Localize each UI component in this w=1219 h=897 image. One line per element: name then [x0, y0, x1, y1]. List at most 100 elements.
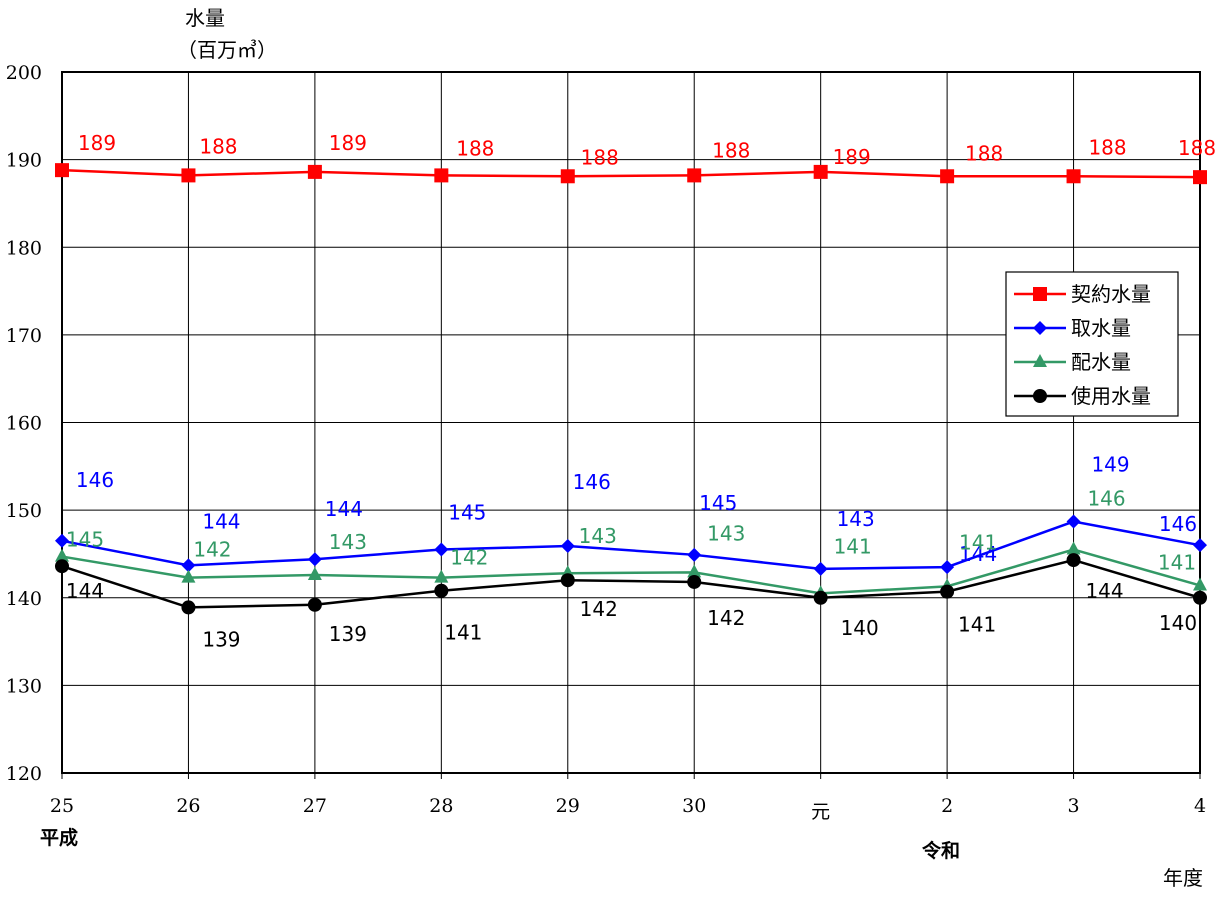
series-marker — [307, 597, 322, 612]
series-marker — [813, 164, 828, 179]
series-marker — [55, 163, 69, 178]
data-label: 146 — [1159, 512, 1197, 536]
data-label: 143 — [707, 521, 745, 545]
y-axis-unit: （百万㎥） — [177, 38, 277, 62]
data-label: 143 — [837, 507, 875, 531]
series-marker — [434, 583, 449, 598]
data-label: 145 — [699, 491, 737, 515]
y-tick-label: 190 — [6, 150, 42, 172]
series-marker — [560, 169, 575, 184]
series-2 — [55, 514, 1207, 576]
data-label: 188 — [456, 136, 494, 160]
x-axis-ticks: 25 26 27 28 29 30 元 2 3 4 — [50, 773, 1206, 823]
series-line — [61, 520, 1201, 571]
series-marker — [434, 168, 449, 183]
data-label: 140 — [841, 616, 879, 640]
x-tick-label: 25 — [50, 795, 74, 817]
series-marker — [181, 600, 196, 615]
y-axis-label: 水量 — [185, 6, 225, 30]
series-marker — [1066, 514, 1081, 529]
series-marker — [940, 560, 955, 575]
data-label: 144 — [1085, 579, 1123, 603]
data-label: 143 — [579, 524, 617, 548]
series-line — [61, 168, 1201, 179]
data-label: 189 — [78, 131, 116, 155]
series-marker — [1066, 541, 1081, 555]
data-label: 188 — [1178, 136, 1216, 160]
era-label-reiwa: 令和 — [922, 839, 960, 862]
data-label: 145 — [66, 528, 104, 552]
data-label: 142 — [193, 538, 231, 562]
x-tick-label: 4 — [1194, 795, 1206, 817]
grid-lines — [62, 72, 1200, 773]
y-tick-label: 200 — [6, 62, 42, 84]
legend-label: 配水量 — [1071, 350, 1131, 374]
data-label: 143 — [329, 530, 367, 554]
legend-item: 使用水量 — [1014, 384, 1151, 408]
series-group — [55, 163, 1207, 615]
data-label: 144 — [66, 579, 104, 603]
series-marker — [181, 569, 196, 583]
series-4 — [55, 553, 1207, 615]
data-label: 144 — [959, 542, 997, 566]
data-label: 141 — [834, 534, 872, 558]
data-label: 139 — [329, 622, 367, 646]
series-marker — [181, 168, 196, 183]
series-line — [61, 558, 1201, 609]
series-marker — [307, 164, 322, 179]
y-tick-label: 120 — [6, 763, 42, 785]
x-tick-label: 27 — [303, 795, 327, 817]
series-marker — [687, 168, 702, 183]
y-tick-label: 150 — [6, 500, 42, 522]
data-label: 189 — [833, 145, 871, 169]
data-label: 141 — [958, 613, 996, 637]
x-tick-label: 28 — [429, 795, 453, 817]
series-marker — [1193, 170, 1207, 185]
y-tick-label: 130 — [6, 675, 42, 697]
data-label: 141 — [444, 621, 482, 645]
legend-item: 契約水量 — [1014, 282, 1151, 306]
x-tick-label: 29 — [556, 795, 580, 817]
series-marker — [434, 569, 449, 583]
series-marker — [55, 533, 69, 548]
data-label: 146 — [76, 468, 114, 492]
data-label: 141 — [1158, 550, 1196, 574]
x-tick-label: 26 — [176, 795, 200, 817]
series-marker — [687, 547, 702, 562]
data-label: 188 — [581, 145, 619, 169]
x-tick-label: 30 — [682, 795, 706, 817]
data-label: 144 — [202, 509, 240, 533]
series-marker — [687, 574, 702, 589]
data-label: 146 — [573, 470, 611, 494]
y-tick-label: 180 — [6, 237, 42, 259]
series-marker — [1033, 287, 1047, 301]
data-label: 142 — [580, 597, 618, 621]
x-tick-label: 元 — [811, 801, 830, 823]
x-axis-label: 年度 — [1163, 866, 1203, 890]
series-line — [61, 548, 1201, 595]
legend-label: 取水量 — [1071, 316, 1131, 340]
data-label: 142 — [707, 606, 745, 630]
series-marker — [1193, 577, 1207, 591]
series-1 — [55, 163, 1207, 185]
legend-item: 配水量 — [1014, 350, 1131, 374]
series-marker — [813, 590, 828, 605]
series-marker — [55, 559, 69, 574]
plot-area — [61, 71, 1201, 774]
series-marker — [1066, 169, 1081, 184]
series-marker — [813, 561, 828, 576]
y-tick-label: 170 — [6, 325, 42, 347]
series-marker — [560, 573, 575, 588]
series-marker — [1033, 321, 1047, 335]
data-label: 145 — [448, 501, 486, 525]
data-label: 188 — [199, 134, 237, 158]
data-label: 141 — [959, 530, 997, 554]
series-marker — [1033, 389, 1047, 403]
data-label: 146 — [1087, 487, 1125, 511]
series-marker — [181, 558, 196, 573]
series-marker — [434, 542, 449, 557]
series-marker — [1033, 354, 1047, 367]
legend-item: 取水量 — [1014, 316, 1131, 340]
